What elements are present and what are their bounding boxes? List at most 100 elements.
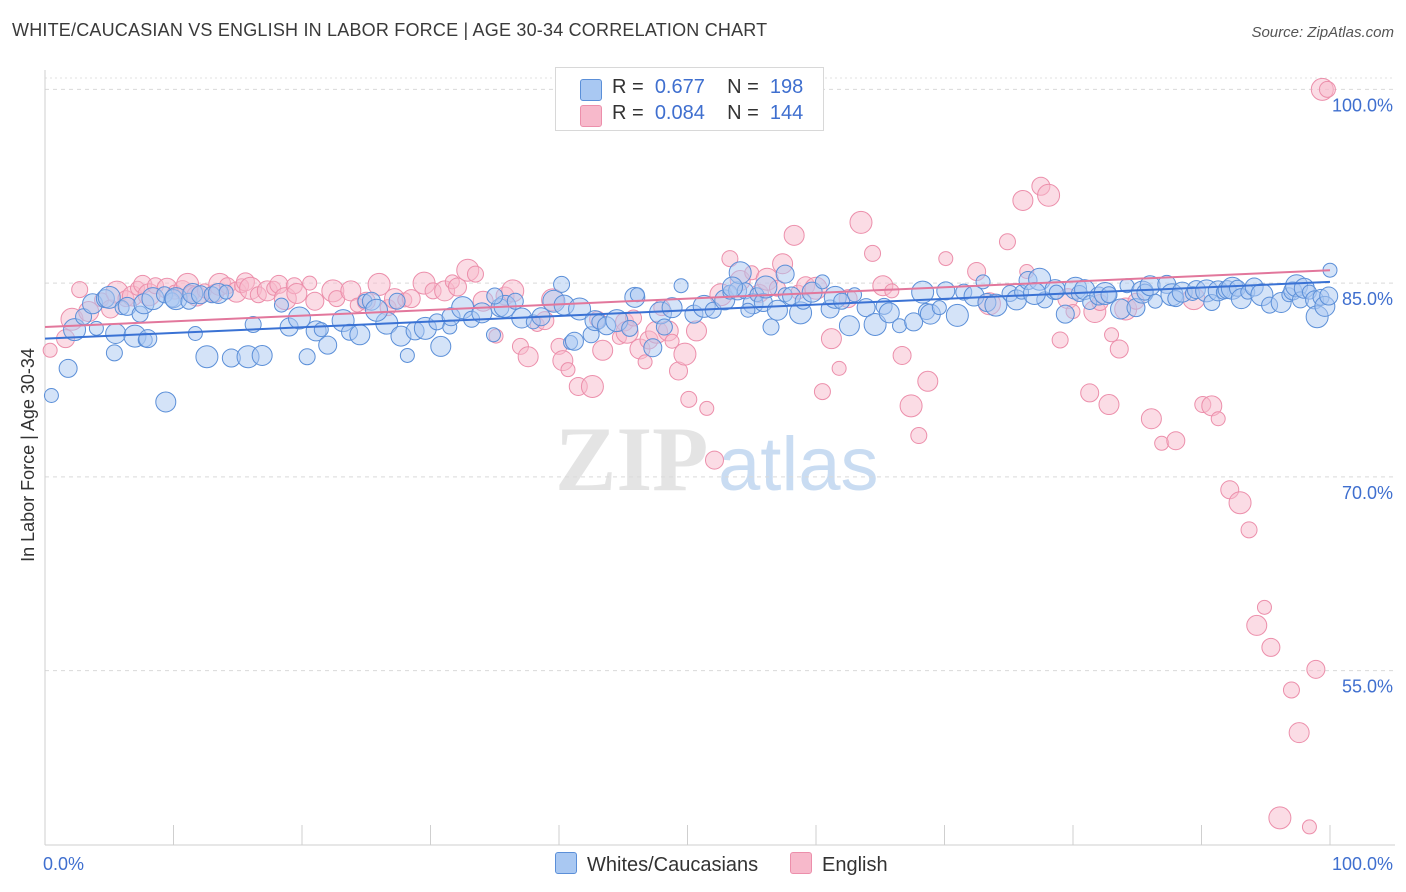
x-tick-label: 0.0% bbox=[43, 854, 84, 874]
data-point bbox=[430, 335, 452, 357]
tick-labels: 100.0% 85.0% 70.0% 55.0% 0.0% 100.0% bbox=[43, 95, 1393, 874]
grid-lines bbox=[45, 77, 1395, 672]
data-point bbox=[1154, 435, 1170, 451]
data-point bbox=[664, 333, 680, 349]
data-point bbox=[783, 224, 805, 246]
svg-text:ZIP: ZIP bbox=[555, 408, 708, 510]
data-point bbox=[447, 277, 467, 297]
data-point bbox=[580, 374, 604, 398]
data-point bbox=[1210, 411, 1226, 427]
data-point bbox=[1104, 327, 1120, 343]
data-point bbox=[892, 345, 912, 365]
data-point bbox=[1109, 339, 1129, 359]
data-point bbox=[685, 320, 707, 342]
data-point bbox=[1147, 293, 1163, 309]
trend-line-english bbox=[44, 269, 1331, 329]
data-point bbox=[287, 306, 311, 330]
svg-text:atlas: atlas bbox=[718, 422, 879, 507]
data-point bbox=[911, 280, 935, 304]
data-point bbox=[485, 327, 501, 343]
legend-n-value: 144 bbox=[769, 102, 804, 124]
data-point bbox=[910, 427, 928, 445]
legend-n-value: 198 bbox=[769, 76, 804, 98]
data-point bbox=[884, 283, 900, 299]
data-point bbox=[1037, 183, 1061, 207]
data-point bbox=[560, 362, 576, 378]
data-point bbox=[984, 293, 1008, 317]
data-point bbox=[864, 244, 882, 262]
data-point bbox=[273, 297, 289, 313]
data-point bbox=[998, 233, 1016, 251]
legend-n-label: N = bbox=[727, 102, 759, 124]
data-point bbox=[251, 344, 273, 366]
data-point bbox=[655, 318, 673, 336]
data-point bbox=[298, 348, 316, 366]
data-point bbox=[1140, 408, 1162, 430]
data-point bbox=[899, 394, 923, 418]
data-point bbox=[849, 210, 873, 234]
data-point bbox=[367, 272, 391, 296]
data-point bbox=[313, 322, 329, 338]
data-point bbox=[105, 323, 127, 344]
data-point bbox=[1022, 281, 1046, 305]
data-point bbox=[1246, 614, 1268, 636]
legend-swatch-blue bbox=[555, 852, 577, 874]
data-point bbox=[318, 335, 338, 355]
data-point bbox=[1048, 284, 1064, 300]
data-point bbox=[938, 251, 954, 267]
data-point bbox=[58, 358, 78, 378]
axes bbox=[44, 70, 1395, 846]
data-point bbox=[305, 291, 325, 311]
data-point bbox=[553, 275, 571, 293]
data-point bbox=[97, 285, 121, 309]
y-axis-label: In Labor Force | Age 30-34 bbox=[18, 348, 38, 562]
data-point bbox=[399, 347, 415, 363]
legend-r-value: 0.084 bbox=[654, 102, 705, 124]
data-point bbox=[637, 354, 653, 370]
source-label: Source: ZipAtlas.com bbox=[1251, 24, 1394, 41]
data-point bbox=[302, 275, 318, 291]
data-point bbox=[813, 383, 831, 401]
data-point bbox=[42, 342, 58, 358]
data-point bbox=[621, 319, 639, 337]
data-point bbox=[365, 298, 389, 322]
data-point bbox=[766, 299, 788, 321]
legend-n-label: N = bbox=[727, 76, 759, 98]
data-point bbox=[775, 264, 795, 284]
trend-lines bbox=[44, 269, 1331, 340]
data-point bbox=[721, 250, 739, 268]
data-point bbox=[1256, 599, 1272, 615]
data-point bbox=[754, 275, 778, 299]
data-point bbox=[43, 388, 59, 403]
data-point bbox=[187, 326, 203, 341]
data-point bbox=[831, 360, 847, 376]
data-point bbox=[138, 329, 158, 349]
data-point bbox=[1055, 304, 1075, 324]
data-point bbox=[1051, 331, 1069, 349]
chart-title: WHITE/CAUCASIAN VS ENGLISH IN LABOR FORC… bbox=[12, 20, 768, 40]
data-point bbox=[673, 342, 697, 366]
data-point bbox=[917, 370, 939, 392]
data-point bbox=[1240, 521, 1258, 539]
data-point bbox=[1098, 394, 1120, 416]
data-point bbox=[1288, 722, 1310, 744]
data-point bbox=[680, 390, 698, 408]
data-point bbox=[349, 324, 371, 346]
legend-label-english: English bbox=[822, 854, 888, 876]
data-point bbox=[71, 281, 89, 299]
x-tick-label: 100.0% bbox=[1332, 854, 1393, 874]
data-point bbox=[286, 282, 308, 304]
legend-r-label: R = bbox=[612, 102, 644, 124]
data-point bbox=[1318, 80, 1336, 98]
data-point bbox=[878, 302, 900, 324]
data-point bbox=[486, 287, 504, 305]
bottom-legend-whites: Whites/Caucasians bbox=[555, 852, 758, 877]
data-point bbox=[517, 346, 539, 368]
y-tick-label: 70.0% bbox=[1342, 483, 1393, 503]
data-point bbox=[945, 303, 969, 327]
data-point bbox=[195, 345, 219, 369]
data-point bbox=[388, 292, 406, 310]
watermark: ZIP atlas bbox=[555, 408, 879, 510]
data-point bbox=[814, 274, 830, 290]
